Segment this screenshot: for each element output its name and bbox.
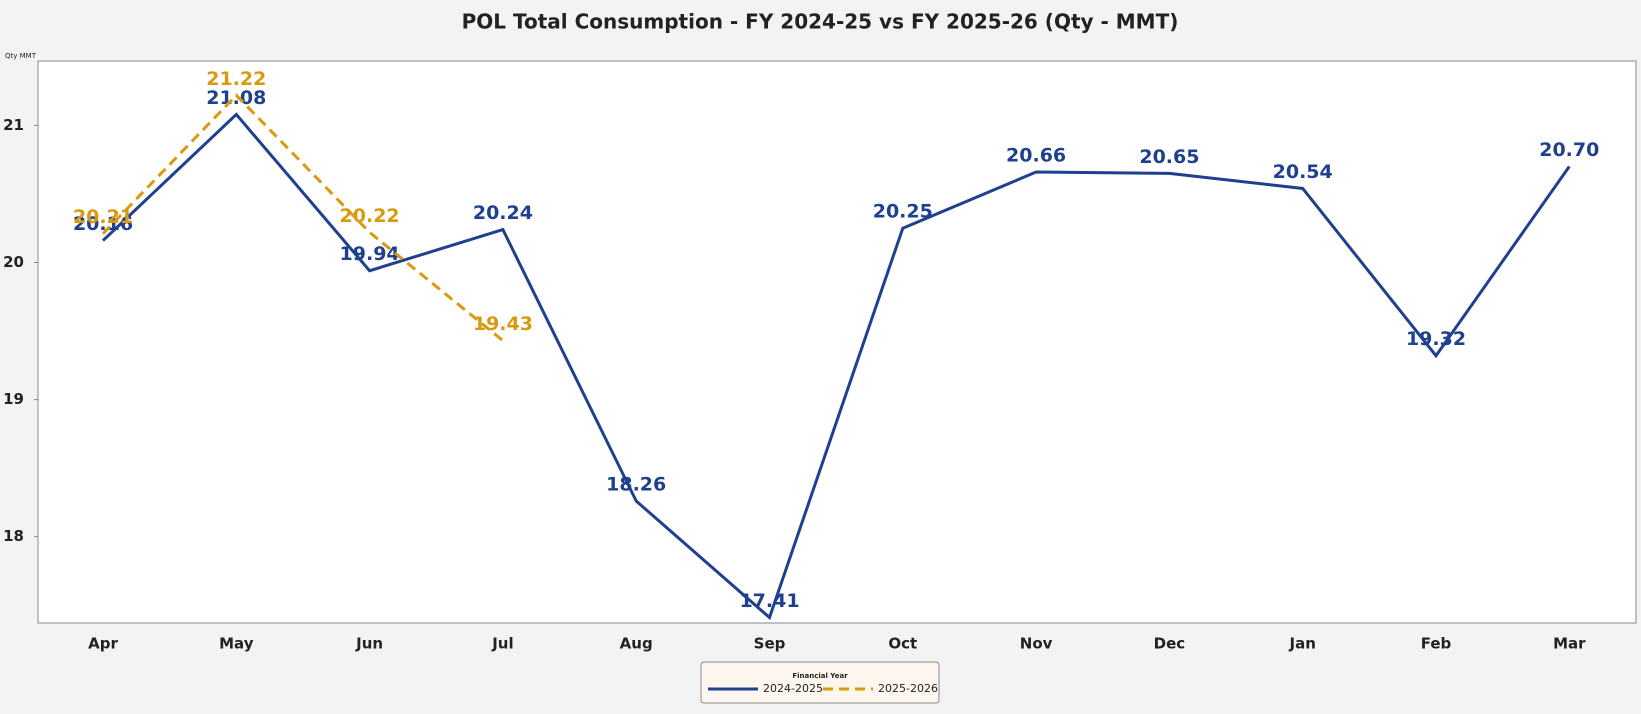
x-tick-label: Sep [754, 635, 786, 653]
x-tick-label: Oct [888, 635, 917, 653]
data-label: 19.94 [340, 243, 400, 265]
x-tick-label: Jan [1289, 635, 1316, 653]
data-label: 20.22 [340, 205, 400, 227]
legend-label: 2025-2026 [878, 682, 938, 695]
x-tick-label: Dec [1154, 635, 1186, 653]
x-tick-label: Aug [620, 635, 653, 653]
data-label: 17.41 [739, 590, 799, 612]
x-tick-label: Jun [355, 635, 383, 653]
data-label: 20.25 [873, 201, 933, 223]
data-label: 20.65 [1139, 146, 1199, 168]
data-label: 21.22 [206, 68, 266, 90]
data-label: 19.43 [473, 313, 533, 335]
legend [700, 661, 940, 704]
x-tick-label: May [219, 635, 254, 653]
y-axis-label: Qty MMT [5, 52, 37, 60]
data-label: 20.24 [473, 202, 533, 224]
y-tick-label: 19 [3, 390, 24, 408]
x-tick-label: Apr [88, 635, 118, 653]
x-tick-label: Jul [491, 635, 513, 653]
data-label: 20.21 [73, 206, 133, 228]
series-line [101, 93, 504, 342]
data-label: 21.08 [206, 87, 266, 109]
data-label: 20.66 [1006, 145, 1066, 167]
data-label: 18.26 [606, 474, 666, 496]
legend-title: Financial Year [792, 672, 848, 680]
chart-title: POL Total Consumption - FY 2024-25 vs FY… [462, 10, 1179, 34]
y-tick-label: 20 [3, 253, 24, 271]
series-line [101, 112, 1571, 621]
y-tick-label: 21 [3, 116, 24, 134]
data-label: 20.70 [1539, 139, 1599, 161]
data-label: 19.32 [1406, 328, 1466, 350]
data-label: 20.54 [1273, 161, 1333, 183]
plot-area [37, 60, 1637, 624]
legend-label: 2024-2025 [763, 682, 823, 695]
y-tick-label: 18 [3, 527, 24, 545]
x-tick-label: Mar [1553, 635, 1586, 653]
x-tick-label: Nov [1020, 635, 1053, 653]
x-tick-label: Feb [1421, 635, 1452, 653]
